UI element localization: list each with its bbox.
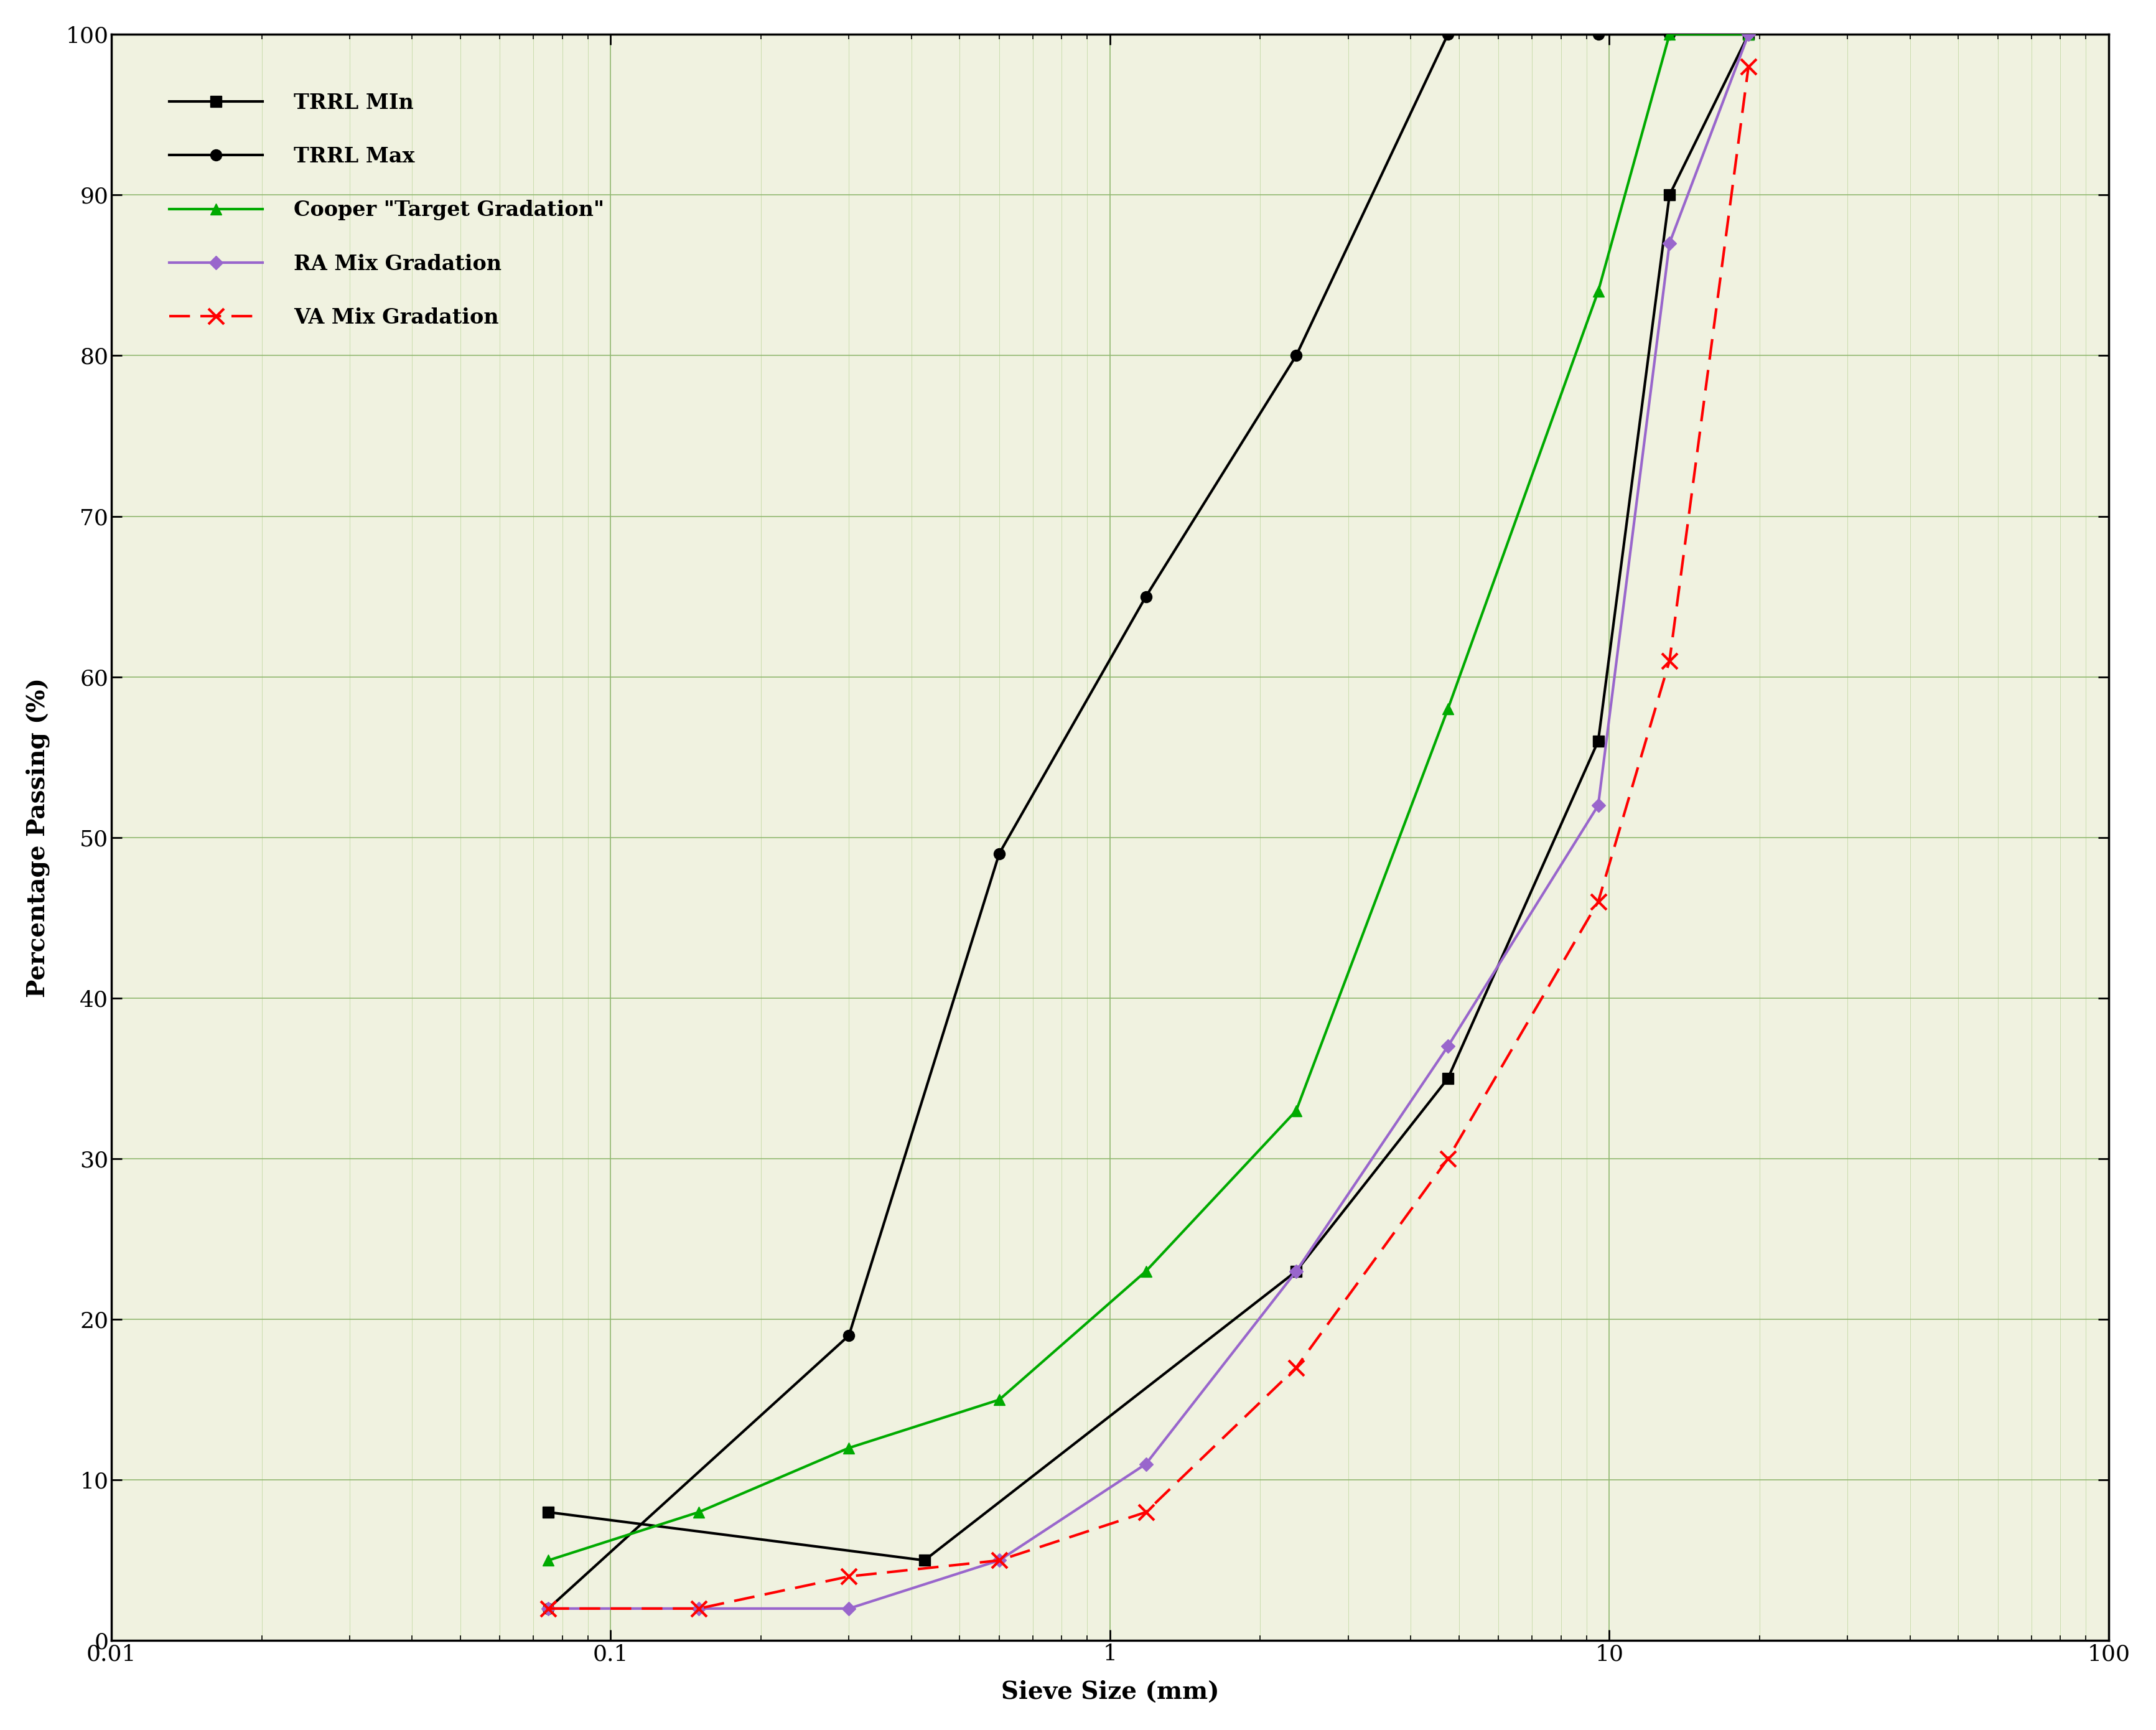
RA Mix Gradation xyxy=(1736,24,1761,45)
X-axis label: Sieve Size (mm): Sieve Size (mm) xyxy=(1000,1680,1218,1704)
RA Mix Gradation xyxy=(1656,234,1682,254)
TRRL Max xyxy=(1656,24,1682,45)
VA Mix Gradation xyxy=(1585,891,1611,912)
VA Mix Gradation xyxy=(686,1599,711,1619)
TRRL MIn xyxy=(1736,24,1761,45)
VA Mix Gradation xyxy=(1436,1149,1462,1169)
VA Mix Gradation xyxy=(1283,1358,1309,1379)
TRRL Max xyxy=(985,843,1011,863)
Legend: TRRL MIn, TRRL Max, Cooper "Target Gradation", RA Mix Gradation, VA Mix Gradatio: TRRL MIn, TRRL Max, Cooper "Target Grada… xyxy=(149,71,625,348)
RA Mix Gradation xyxy=(1283,1261,1309,1282)
TRRL Max xyxy=(1585,24,1611,45)
Y-axis label: Percentage Passing (%): Percentage Passing (%) xyxy=(26,678,50,998)
TRRL Max xyxy=(1436,24,1462,45)
RA Mix Gradation xyxy=(1132,1453,1158,1474)
Cooper "Target Gradation" xyxy=(837,1438,862,1458)
TRRL Max xyxy=(1736,24,1761,45)
RA Mix Gradation xyxy=(686,1599,711,1619)
VA Mix Gradation xyxy=(1132,1502,1158,1522)
TRRL MIn xyxy=(1585,730,1611,751)
TRRL Max xyxy=(1283,346,1309,367)
VA Mix Gradation xyxy=(535,1599,561,1619)
RA Mix Gradation xyxy=(535,1599,561,1619)
VA Mix Gradation xyxy=(1736,55,1761,76)
Cooper "Target Gradation" xyxy=(1656,24,1682,45)
TRRL MIn xyxy=(1436,1067,1462,1088)
TRRL Max xyxy=(1132,586,1158,607)
Line: RA Mix Gradation: RA Mix Gradation xyxy=(543,29,1753,1614)
Cooper "Target Gradation" xyxy=(1283,1100,1309,1121)
RA Mix Gradation xyxy=(1585,796,1611,817)
Cooper "Target Gradation" xyxy=(1736,24,1761,45)
Line: TRRL Max: TRRL Max xyxy=(543,29,1755,1614)
Cooper "Target Gradation" xyxy=(1436,699,1462,720)
Cooper "Target Gradation" xyxy=(985,1389,1011,1410)
Cooper "Target Gradation" xyxy=(535,1550,561,1571)
RA Mix Gradation xyxy=(1436,1036,1462,1057)
RA Mix Gradation xyxy=(985,1550,1011,1571)
TRRL MIn xyxy=(1656,185,1682,206)
TRRL Max xyxy=(535,1599,561,1619)
Cooper "Target Gradation" xyxy=(1585,280,1611,301)
TRRL MIn xyxy=(1283,1261,1309,1282)
TRRL MIn xyxy=(912,1550,938,1571)
TRRL Max xyxy=(837,1325,862,1346)
RA Mix Gradation xyxy=(837,1599,862,1619)
VA Mix Gradation xyxy=(1656,650,1682,671)
Line: Cooper "Target Gradation": Cooper "Target Gradation" xyxy=(543,29,1755,1566)
Line: VA Mix Gradation: VA Mix Gradation xyxy=(541,59,1757,1616)
Cooper "Target Gradation" xyxy=(1132,1261,1158,1282)
TRRL MIn xyxy=(535,1502,561,1522)
VA Mix Gradation xyxy=(985,1550,1011,1571)
Line: TRRL MIn: TRRL MIn xyxy=(543,29,1755,1566)
Cooper "Target Gradation" xyxy=(686,1502,711,1522)
VA Mix Gradation xyxy=(837,1566,862,1586)
